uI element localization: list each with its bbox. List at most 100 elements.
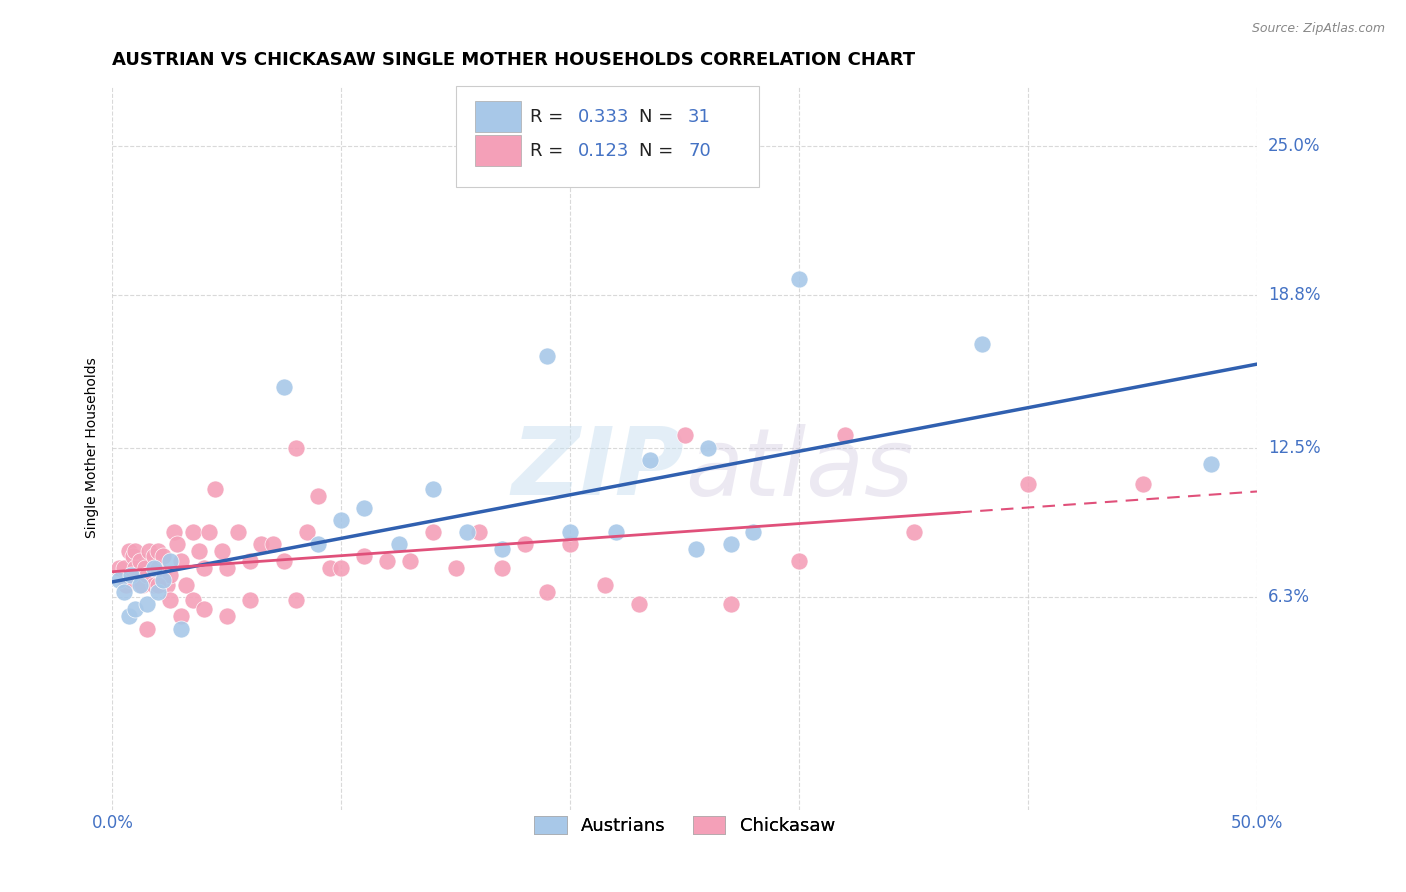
Text: 25.0%: 25.0% — [1268, 136, 1320, 155]
Point — [148, 585, 170, 599]
Point — [605, 524, 627, 539]
Point — [135, 568, 157, 582]
Point — [197, 524, 219, 539]
Point — [284, 441, 307, 455]
Point — [122, 549, 145, 563]
Point — [215, 609, 238, 624]
Point — [239, 554, 262, 568]
Point — [193, 561, 215, 575]
Text: 0.333: 0.333 — [578, 108, 630, 126]
Point — [720, 598, 742, 612]
Text: N =: N = — [638, 108, 679, 126]
Point — [148, 578, 170, 592]
Point — [972, 336, 994, 351]
Point — [834, 428, 856, 442]
Point — [262, 537, 284, 551]
Point — [491, 561, 513, 575]
Point — [148, 544, 170, 558]
Point — [124, 602, 146, 616]
Legend: Austrians, Chickasaw: Austrians, Chickasaw — [526, 806, 844, 844]
Text: Source: ZipAtlas.com: Source: ZipAtlas.com — [1251, 22, 1385, 36]
Point — [129, 554, 152, 568]
FancyBboxPatch shape — [475, 102, 522, 132]
Text: 12.5%: 12.5% — [1268, 439, 1320, 457]
Point — [135, 598, 157, 612]
Point — [640, 452, 662, 467]
Point — [353, 500, 375, 515]
Point — [422, 482, 444, 496]
Point — [330, 561, 353, 575]
Point — [112, 585, 135, 599]
Point — [170, 609, 193, 624]
Point — [124, 561, 146, 575]
Point — [388, 537, 411, 551]
Point — [159, 554, 181, 568]
Point — [152, 549, 174, 563]
Point — [456, 524, 478, 539]
Text: atlas: atlas — [685, 424, 912, 515]
Point — [720, 537, 742, 551]
Point — [308, 537, 330, 551]
Text: 6.3%: 6.3% — [1268, 588, 1310, 607]
Point — [593, 578, 616, 592]
Point — [787, 554, 810, 568]
Point — [117, 609, 139, 624]
Point — [120, 568, 142, 582]
Point — [308, 489, 330, 503]
Point — [422, 524, 444, 539]
Point — [353, 549, 375, 563]
Y-axis label: Single Mother Households: Single Mother Households — [86, 357, 100, 538]
Point — [284, 592, 307, 607]
Point — [673, 428, 696, 442]
Point — [211, 544, 233, 558]
Point — [696, 441, 718, 455]
Point — [193, 602, 215, 616]
Text: 0.123: 0.123 — [578, 142, 630, 160]
Point — [536, 349, 558, 363]
Text: N =: N = — [638, 142, 679, 160]
Point — [159, 568, 181, 582]
Point — [204, 482, 226, 496]
Point — [273, 554, 295, 568]
Point — [181, 524, 204, 539]
Point — [685, 541, 707, 556]
Point — [467, 524, 489, 539]
Point — [239, 592, 262, 607]
Point — [117, 544, 139, 558]
Point — [399, 554, 422, 568]
Point — [135, 622, 157, 636]
FancyBboxPatch shape — [456, 86, 759, 187]
Point — [375, 554, 398, 568]
Text: 18.8%: 18.8% — [1268, 286, 1320, 304]
Point — [560, 537, 582, 551]
Point — [295, 524, 318, 539]
Point — [152, 574, 174, 588]
Point — [250, 537, 273, 551]
Point — [174, 578, 197, 592]
Point — [156, 578, 179, 592]
Point — [513, 537, 536, 551]
Point — [134, 561, 156, 575]
Point — [215, 561, 238, 575]
Point — [138, 544, 160, 558]
Point — [129, 578, 152, 592]
Point — [536, 585, 558, 599]
Point — [112, 561, 135, 575]
Point — [131, 578, 153, 592]
Point — [444, 561, 467, 575]
Point — [1132, 476, 1154, 491]
Text: R =: R = — [530, 142, 569, 160]
Point — [108, 574, 131, 588]
Point — [903, 524, 925, 539]
FancyBboxPatch shape — [475, 136, 522, 166]
Text: ZIP: ZIP — [512, 423, 685, 516]
Point — [120, 574, 142, 588]
Point — [228, 524, 250, 539]
Point — [142, 561, 165, 575]
Point — [188, 544, 211, 558]
Point — [108, 561, 131, 575]
Point — [560, 524, 582, 539]
Point — [170, 554, 193, 568]
Point — [142, 578, 165, 592]
Point — [170, 622, 193, 636]
